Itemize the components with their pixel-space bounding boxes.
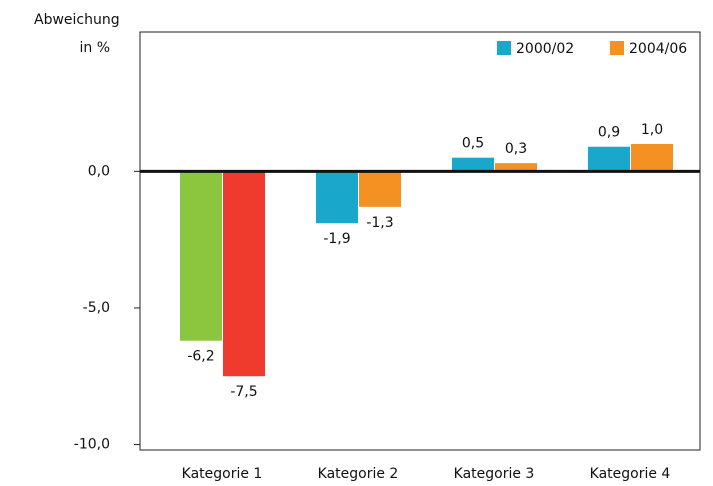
legend-swatch: [610, 41, 624, 55]
value-label: 1,0: [641, 122, 663, 138]
x-tick-label: Kategorie 4: [590, 466, 671, 482]
value-label: -6,2: [187, 349, 214, 365]
y-tick-label: -5,0: [83, 300, 110, 316]
legend-swatch: [497, 41, 511, 55]
legend-label: 2004/06: [629, 41, 687, 57]
bar: [316, 171, 358, 224]
bar: [631, 144, 673, 172]
bar: [495, 163, 537, 172]
bar: [588, 146, 630, 172]
value-label: 0,5: [462, 136, 484, 152]
x-tick-label: Kategorie 1: [182, 466, 263, 482]
plot-frame: [139, 31, 701, 451]
value-label: 0,9: [598, 125, 620, 141]
value-label: -1,9: [323, 231, 350, 247]
bar: [359, 171, 401, 207]
bar: [223, 171, 265, 377]
y-axis-label: in %: [79, 40, 110, 56]
value-label: -7,5: [230, 384, 257, 400]
y-axis-label: Abweichung: [34, 12, 120, 28]
value-label: -1,3: [366, 215, 393, 231]
bar: [180, 171, 222, 341]
y-tick-label: -10,0: [74, 437, 110, 453]
value-label: 0,3: [505, 141, 527, 157]
bar: [452, 157, 494, 172]
y-tick-label: 0,0: [88, 163, 110, 179]
x-tick-label: Kategorie 3: [454, 466, 535, 482]
x-tick-label: Kategorie 2: [318, 466, 399, 482]
legend-label: 2000/02: [516, 41, 574, 57]
